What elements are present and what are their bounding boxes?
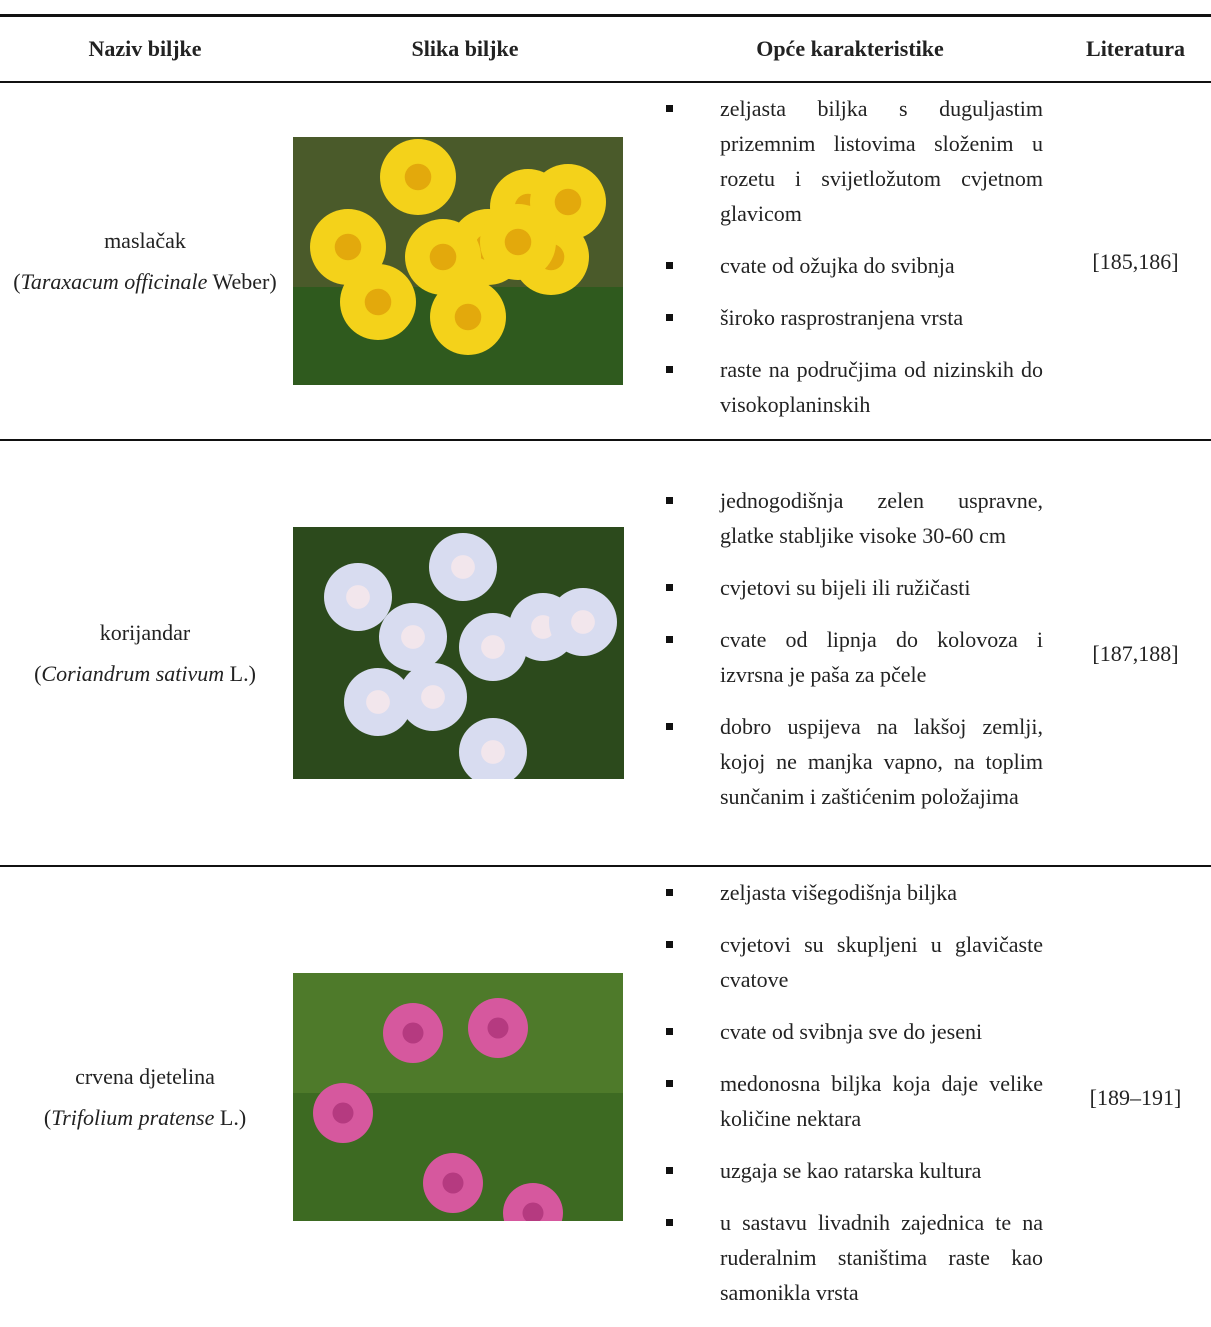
bullet-item: dobro uspijeva na lakšoj zemlji, kojoj n… xyxy=(666,709,1043,814)
common-name: maslačak xyxy=(104,228,186,253)
image-cell xyxy=(290,439,640,866)
paren: ( xyxy=(34,661,42,686)
bullet-item: medonosna biljka koja daje velike količi… xyxy=(666,1066,1043,1136)
latin-name: Taraxacum officinale xyxy=(20,269,208,294)
bullet-item: cvate od lipnja do kolovoza i izvrsna je… xyxy=(666,622,1043,692)
bullet-item: zeljasta biljka s duguljastim prizemnim … xyxy=(666,91,1043,231)
bullet-item: cvjetovi su bijeli ili ružičasti xyxy=(666,570,1043,605)
plant-name-cell: maslačak (Taraxacum officinale Weber) xyxy=(0,82,290,440)
plant-row: maslačak (Taraxacum officinale Weber) zelj… xyxy=(0,82,1211,440)
paren: ( xyxy=(43,1105,52,1130)
author: L.) xyxy=(219,1105,247,1130)
plant-name-cell: korijandar (Coriandrum sativum L.) xyxy=(0,439,290,866)
plant-row: crvena djetelina (Trifolium pratense L.) z… xyxy=(0,865,1211,1327)
column-header: Naziv biljke xyxy=(0,15,290,83)
common-name: crvena djetelina xyxy=(75,1064,215,1089)
column-header: Opće karakteristike xyxy=(640,15,1060,83)
latin-name: Trifolium pratense xyxy=(51,1105,215,1130)
image-cell xyxy=(290,865,640,1327)
common-name: korijandar xyxy=(99,620,191,645)
plant-photo xyxy=(293,973,623,1221)
bullet-item: cvate od ožujka do svibnja xyxy=(666,248,1043,283)
bullet-list: zeljasta višegodišnja biljka cvjetovi su … xyxy=(640,875,1060,1310)
latin-name: Coriandrum sativum xyxy=(41,661,225,686)
bullet-item: cvjetovi su skupljeni u glavičaste cvato… xyxy=(666,927,1043,997)
bullet-item: jednogodišnja zelen uspravne, glatke sta… xyxy=(666,483,1043,553)
plant-photo xyxy=(293,527,624,779)
author: Weber) xyxy=(212,269,277,294)
literature-cell: [189–191] xyxy=(1060,865,1211,1327)
plant-photo xyxy=(293,137,623,385)
image-cell xyxy=(290,82,640,440)
author: L.) xyxy=(229,661,256,686)
bullet-item: raste na područjima od nizinskih do viso… xyxy=(666,352,1043,422)
header-row: Naziv biljke Slika biljke Opće karakterist… xyxy=(0,15,1211,83)
plant-table: Naziv biljke Slika biljke Opće karakterist… xyxy=(0,14,1211,1327)
literature-cell: [187,188] xyxy=(1060,439,1211,866)
characteristics-cell: zeljasta višegodišnja biljka cvjetovi su … xyxy=(640,865,1060,1327)
bullet-list: zeljasta biljka s duguljastim prizemnim … xyxy=(640,91,1060,422)
plant-name-cell: crvena djetelina (Trifolium pratense L.) xyxy=(0,865,290,1327)
column-header: Slika biljke xyxy=(290,15,640,83)
paren: ( xyxy=(13,269,21,294)
literature-cell: [185,186] xyxy=(1092,248,1179,274)
characteristics-cell: jednogodišnja zelen uspravne, glatke sta… xyxy=(640,439,1060,866)
plant-row: korijandar (Coriandrum sativum L.) jednogo… xyxy=(0,439,1211,866)
bullet-item: uzgaja se kao ratarska kultura xyxy=(666,1153,1043,1188)
bullet-item: cvate od svibnja sve do jeseni xyxy=(666,1014,1043,1049)
characteristics-cell: zeljasta biljka s duguljastim prizemnim … xyxy=(640,82,1060,440)
bullet-list: jednogodišnja zelen uspravne, glatke sta… xyxy=(640,483,1060,814)
bullet-item: u sastavu livadnih zajednica te na ruder… xyxy=(666,1205,1043,1310)
column-header: Literatura xyxy=(1060,15,1211,83)
bullet-item: zeljasta višegodišnja biljka xyxy=(666,875,1043,910)
bullet-item: široko rasprostranjena vrsta xyxy=(666,300,1043,335)
